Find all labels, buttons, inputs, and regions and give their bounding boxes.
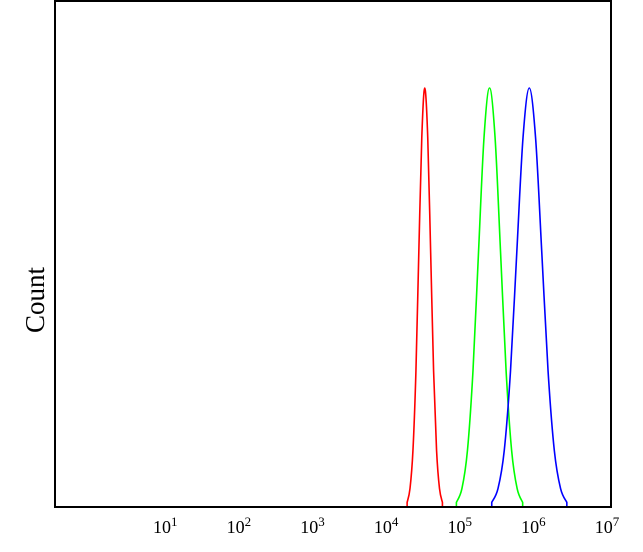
tick-exponent: 1 — [171, 514, 178, 529]
histogram-series-2 — [455, 87, 524, 507]
tick-exponent: 6 — [539, 514, 546, 529]
tick-base: 10 — [448, 517, 466, 537]
x-tick-label: 107 — [595, 514, 620, 537]
tick-base: 10 — [521, 517, 539, 537]
y-axis-label: Count — [20, 266, 50, 333]
histogram-series-3 — [490, 87, 568, 507]
tick-base: 10 — [227, 517, 245, 537]
x-tick-label: 104 — [374, 514, 399, 537]
tick-base: 10 — [300, 517, 318, 537]
tick-exponent: 7 — [613, 514, 620, 529]
tick-exponent: 4 — [392, 514, 399, 529]
histogram-series-1 — [406, 87, 444, 507]
series-layer — [406, 87, 568, 507]
x-tick-labels: 101 102 103 104 105 106 107 — [153, 514, 620, 537]
x-tick-label: 102 — [227, 514, 252, 537]
tick-base: 10 — [153, 517, 171, 537]
tick-base: 10 — [595, 517, 613, 537]
x-tick-label: 103 — [300, 514, 325, 537]
x-tick-label: 105 — [448, 514, 473, 537]
x-tick-label: 106 — [521, 514, 546, 537]
tick-base: 10 — [374, 517, 392, 537]
plot-frame — [54, 0, 612, 508]
x-tick-label: 101 — [153, 514, 178, 537]
tick-exponent: 2 — [245, 514, 252, 529]
tick-exponent: 5 — [466, 514, 473, 529]
tick-exponent: 3 — [318, 514, 325, 529]
